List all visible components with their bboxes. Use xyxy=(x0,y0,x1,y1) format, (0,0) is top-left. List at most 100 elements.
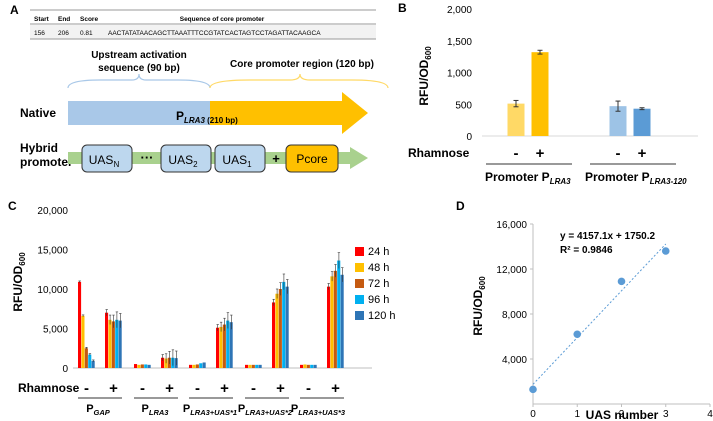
panel-c-bar xyxy=(161,357,165,368)
panel-b-label: B xyxy=(398,1,407,15)
panel-b-signs: - + - + xyxy=(514,145,647,162)
panel-b-rhamnose-sign: - xyxy=(514,145,519,162)
panel-c-bar xyxy=(313,364,317,368)
panel-b: B RFU/OD600 0 500 1,000 1,500 2,000 Rhamnose… xyxy=(398,1,698,186)
panel-c-bar xyxy=(333,270,337,368)
panel-c-bar xyxy=(285,286,289,368)
uas-brace xyxy=(67,73,211,89)
panel-b-rhamnose-sign: + xyxy=(638,145,647,162)
table-cell-sequence: AACTATATAACAGCTTAAATTTCCGTATCACTAGTCCTAG… xyxy=(108,30,321,37)
panel-c-legend-label: 24 h xyxy=(368,246,389,258)
panel-b-y-tick-label: 0 xyxy=(466,132,472,143)
panel-c-bar xyxy=(248,364,252,368)
panel-c-legend-label: 72 h xyxy=(368,278,389,290)
panel-c-y-tick-label: 5,000 xyxy=(43,325,68,336)
panel-c-y-tick-label: 0 xyxy=(62,364,68,375)
panel-c-bar xyxy=(192,364,196,368)
panel-c-group-label: PLRA3+UAS*1 xyxy=(183,403,237,417)
uas-1-box xyxy=(214,144,266,173)
panel-c-bar xyxy=(222,324,226,368)
panel-c-bar xyxy=(202,362,206,368)
panel-d-y-tick-label: 8,000 xyxy=(502,310,527,321)
panel-b-group2-label: Promoter PLRA3-120 xyxy=(585,170,687,186)
panel-c-bar xyxy=(278,289,282,368)
panel-c-bar xyxy=(195,364,199,368)
native-label: Native xyxy=(20,106,56,120)
panel-c-bar xyxy=(134,364,138,368)
panel-a-label: A xyxy=(10,3,19,17)
uas-1-text: UAS1 xyxy=(222,153,252,169)
panel-b-bar xyxy=(507,103,525,136)
uas-label-line1: Upstream activation xyxy=(91,50,187,61)
panel-c-bar xyxy=(115,319,119,368)
panel-c-bar xyxy=(327,286,331,368)
panel-c-bar xyxy=(78,281,82,368)
panel-c-bar xyxy=(245,364,249,368)
panel-b-y-tick-label: 500 xyxy=(455,100,472,111)
panel-c-bar xyxy=(140,364,144,368)
panel-c-ylabel: RFU/OD600 xyxy=(11,252,27,312)
panel-d-x-tick-label: 1 xyxy=(574,409,580,420)
panel-c-y-tick-label: 20,000 xyxy=(37,206,68,217)
panel-c-bar xyxy=(199,363,203,368)
panel-c-rhamnose-sign: - xyxy=(195,380,200,397)
panel-c-bar xyxy=(272,302,276,368)
panel-d-xlabel: UAS number xyxy=(586,408,659,421)
panel-c-bar xyxy=(118,320,122,368)
panel-b-y-tick-label: 2,000 xyxy=(447,5,472,16)
panel-d-marks xyxy=(529,243,670,394)
hybrid-label-line2: promoter xyxy=(20,155,73,169)
panel-c-bar xyxy=(303,364,307,368)
panel-c-y-tick-label: 15,000 xyxy=(37,246,68,257)
panel-b-y-tick-label: 1,500 xyxy=(447,37,472,48)
panel-d-x-tick-label: 2 xyxy=(619,409,625,420)
uas-2-text: UAS2 xyxy=(168,153,198,169)
uas-ellipsis: ··· xyxy=(141,150,154,165)
panel-c-bar xyxy=(144,364,148,368)
panel-c-rhamnose-sign: - xyxy=(306,380,311,397)
panel-c-group-label: PLRA3+UAS*3 xyxy=(291,403,346,417)
uas-label-line2: sequence (90 bp) xyxy=(98,63,180,74)
panel-c-rhamnose-sign: - xyxy=(140,380,145,397)
panel-c-legend-swatch xyxy=(355,279,364,288)
panel-c-bar xyxy=(108,319,112,368)
core-brace xyxy=(209,73,389,89)
panel-d-ticks: 4,000 8,000 12,000 16,000 0 1 2 3 4 xyxy=(496,220,713,420)
panel-c-bar xyxy=(282,281,286,368)
panel-c-legend-swatch xyxy=(355,311,364,320)
panel-c-bar xyxy=(219,326,223,368)
table-cell-start: 156 xyxy=(34,30,45,37)
panel-c-bar xyxy=(105,312,109,368)
table-header-sequence: Sequence of core promoter xyxy=(180,16,265,23)
panel-d-equation: y = 4157.1x + 1750.2 xyxy=(560,231,656,242)
panel-c-signs: - + - + - + - + - + xyxy=(78,380,344,399)
pcore-box xyxy=(285,144,339,173)
panel-a: A Start End Score Sequence of core promo… xyxy=(10,3,389,173)
panel-c-legend-swatch xyxy=(355,295,364,304)
table-header-start: Start xyxy=(34,16,50,23)
panel-d-point xyxy=(617,277,626,286)
panel-c-bar xyxy=(111,321,115,368)
panel-c-rhamnose-sign: + xyxy=(109,380,118,397)
panel-d-point xyxy=(661,247,670,255)
panel-b-rhamnose-sign: - xyxy=(616,145,621,162)
panel-c-rhamnose-sign: + xyxy=(220,380,229,397)
panel-d-label: D xyxy=(456,199,465,213)
panel-c-group-label: PLRA3 xyxy=(142,403,170,417)
panel-c-bar xyxy=(84,348,88,368)
panel-d-y-tick-label: 16,000 xyxy=(496,220,527,231)
core-label: Core promoter region (120 bp) xyxy=(230,59,374,70)
panel-d-x-tick-label: 0 xyxy=(530,409,536,420)
panel-c-rhamnose-sign: - xyxy=(251,380,256,397)
panel-d-trendline xyxy=(532,243,667,385)
panel-d-y-tick-label: 4,000 xyxy=(502,355,527,366)
panel-c-bar xyxy=(229,322,233,368)
panel-d-point xyxy=(573,330,582,339)
panel-c-legend: 24 h 48 h 72 h 96 h 120 h xyxy=(355,246,396,322)
panel-d-x-tick-label: 3 xyxy=(663,409,669,420)
panel-c-bar xyxy=(226,320,230,368)
panel-c-bar xyxy=(300,364,304,368)
panel-c-rhamnose-sign: + xyxy=(165,380,174,397)
panel-d-ylabel: RFU/OD600 xyxy=(471,276,487,336)
